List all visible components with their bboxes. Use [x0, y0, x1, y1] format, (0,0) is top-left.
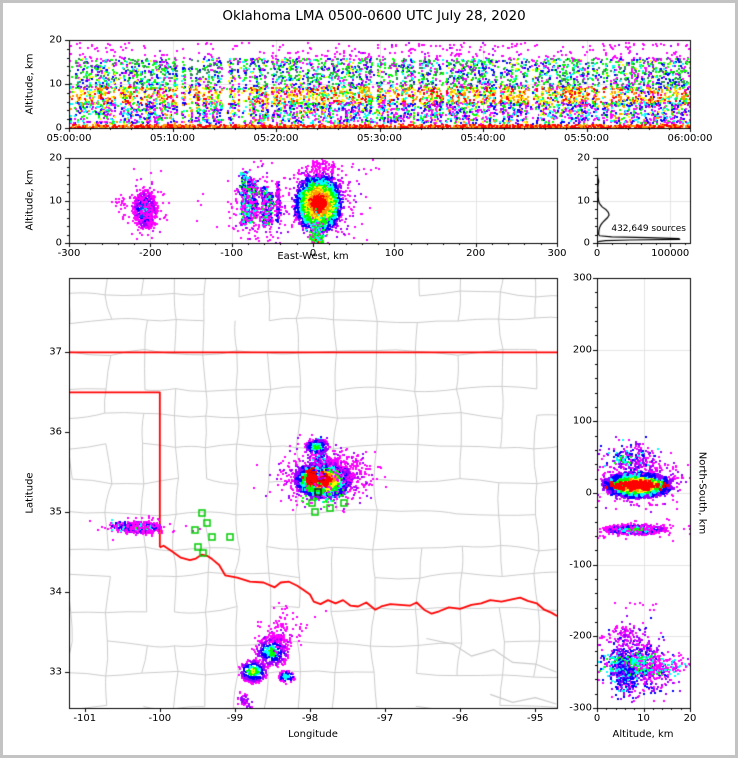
time-altitude-tick-label: 20 — [49, 34, 62, 46]
time-axis-tick-label: 05:00:00 — [46, 133, 92, 144]
longitude-tick-label: -95 — [527, 713, 544, 724]
ew-axis-tick-label: 300 — [547, 248, 567, 259]
hist-altitude-tick-label: 20 — [577, 152, 590, 164]
ns-distance-tick-label: 300 — [572, 272, 592, 284]
ew-axis-tick-label: -200 — [138, 248, 162, 259]
panel-north-south-height — [597, 278, 690, 708]
map-y-axis-label: Latitude — [24, 472, 36, 514]
map-x-axis-label: Longitude — [288, 729, 338, 740]
time-panel-y-axis-label: Altitude, km — [24, 53, 36, 115]
time-axis-tick-label: 05:50:00 — [564, 133, 609, 144]
latitude-tick-label: 34 — [49, 586, 62, 598]
longitude-tick-label: -101 — [73, 713, 97, 724]
hist-altitude-tick-label: 0 — [583, 237, 590, 249]
ns-altitude-tick-label: 10 — [637, 713, 650, 724]
latitude-tick-label: 33 — [49, 666, 62, 678]
time-axis-tick-label: 05:40:00 — [460, 133, 506, 144]
longitude-tick-label: -100 — [148, 713, 172, 724]
time-axis-tick-label: 05:20:00 — [253, 133, 299, 144]
longitude-tick-label: -98 — [301, 713, 319, 724]
panel-east-west-height — [69, 158, 557, 243]
ns-panel-y-axis-label: North-South, km — [696, 451, 708, 535]
ns-distance-tick-label: -200 — [569, 630, 592, 642]
ns-distance-tick-label: 0 — [585, 487, 592, 499]
latitude-tick-label: 36 — [49, 426, 62, 438]
longitude-tick-label: -97 — [376, 713, 394, 724]
ns-panel-x-axis-label: Altitude, km — [612, 729, 674, 740]
latitude-tick-label: 37 — [49, 346, 62, 358]
ew-panel-x-axis-label: East-West, km — [277, 251, 349, 262]
ew-axis-tick-label: -300 — [57, 248, 81, 259]
ew-axis-tick-label: 100 — [384, 248, 404, 259]
time-altitude-tick-label: 10 — [49, 78, 62, 90]
page-title: Oklahoma LMA 0500-0600 UTC July 28, 2020 — [222, 8, 526, 24]
hist-altitude-tick-label: 10 — [577, 195, 590, 206]
time-altitude-tick-label: 0 — [55, 122, 62, 134]
ew-panel-y-axis-label: Altitude, km — [24, 169, 36, 231]
ns-distance-tick-label: -100 — [569, 559, 592, 571]
hist-count-tick-label: 100000 — [651, 248, 690, 259]
latitude-tick-label: 35 — [49, 506, 62, 518]
ew-axis-tick-label: 200 — [466, 248, 486, 259]
ns-distance-tick-label: 200 — [572, 344, 592, 356]
ns-altitude-tick-label: 0 — [593, 713, 601, 724]
ns-distance-tick-label: 100 — [572, 415, 592, 427]
time-axis-tick-label: 05:30:00 — [357, 133, 402, 144]
source-count-annotation: 432,649 sources — [611, 224, 686, 234]
ew-axis-tick-label: -100 — [220, 248, 244, 259]
ns-altitude-tick-label: 20 — [683, 713, 697, 724]
ew-axis-tick-label: 0 — [309, 248, 317, 259]
ns-distance-tick-label: -300 — [569, 702, 592, 714]
panel-time-height — [69, 40, 690, 128]
longitude-tick-label: -99 — [226, 713, 244, 724]
panel-plan-map — [69, 278, 557, 708]
ew-altitude-tick-label: 20 — [49, 152, 62, 164]
ew-altitude-tick-label: 0 — [55, 237, 62, 249]
time-axis-tick-label: 05:10:00 — [150, 133, 195, 144]
hist-count-tick-label: 0 — [593, 248, 601, 259]
time-axis-tick-label: 06:00:00 — [667, 133, 713, 144]
ew-altitude-tick-label: 10 — [49, 195, 62, 206]
longitude-tick-label: -96 — [451, 713, 469, 724]
